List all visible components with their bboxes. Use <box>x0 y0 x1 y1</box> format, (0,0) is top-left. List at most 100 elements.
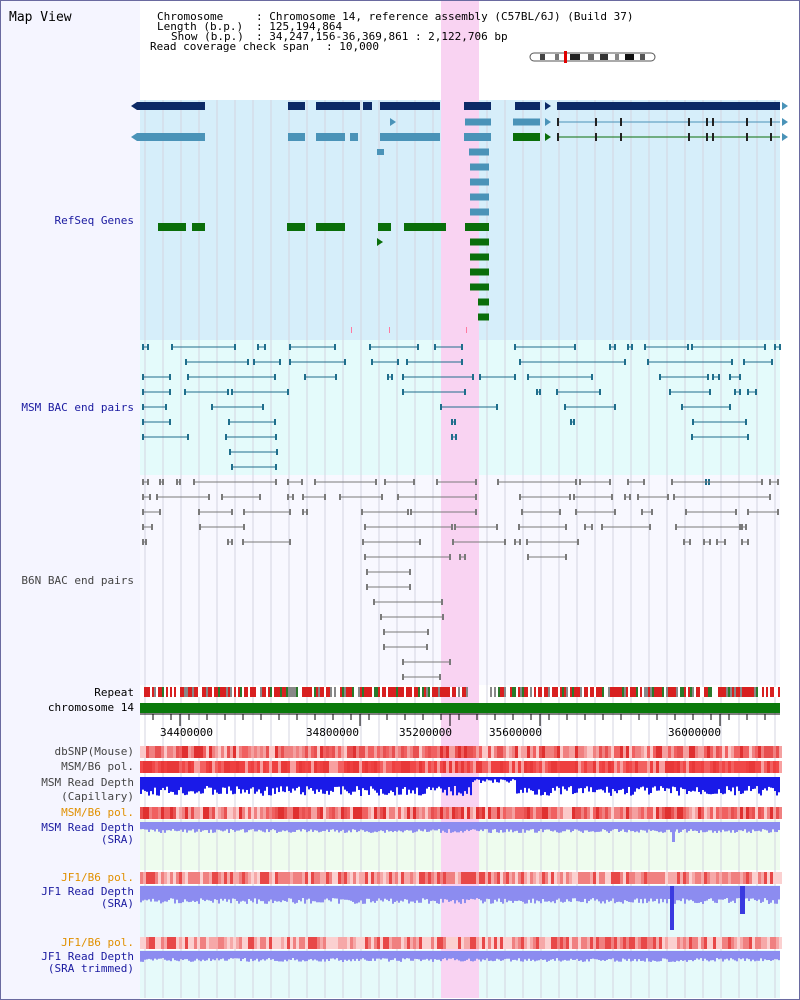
msm-depth-sra-bar <box>272 822 274 830</box>
dbsnp-cell <box>719 746 722 758</box>
msm-depth-cap-bar <box>560 777 562 795</box>
jf1-depth-trim-bar <box>346 951 348 961</box>
msm-bac-pair-end <box>274 419 276 425</box>
jf1-depth-sra-bar <box>398 886 400 903</box>
repeat-cell <box>502 687 504 697</box>
msm-bac-pair-end <box>574 344 576 350</box>
jf1-depth-trim-bar <box>628 951 630 959</box>
jf1-depth-trim-bar <box>326 951 328 960</box>
repeat-cell <box>742 687 744 697</box>
jf1-depth-sra-bar <box>234 886 236 899</box>
repeat-cell <box>678 687 680 697</box>
msm-depth-sra-bar <box>460 822 462 831</box>
msm-depth-sra-bar <box>214 822 216 833</box>
msm-depth-cap-bar <box>576 777 578 793</box>
msm-bac-pair-end <box>247 359 249 365</box>
msm-b6-pol-cell <box>173 761 176 773</box>
msm-b6-pol2-cell <box>491 807 494 819</box>
jf1-b6-pol2-cell <box>488 937 491 949</box>
msm-bac-pair-end <box>142 404 144 410</box>
ideogram-band <box>625 54 634 60</box>
repeat-cell <box>528 687 530 697</box>
jf1-b6-pol-cell <box>773 872 776 884</box>
jf1-b6-pol-cell <box>485 872 488 884</box>
ideogram-band <box>600 54 608 60</box>
msm-b6-pol2-cell <box>161 807 164 819</box>
jf1-depth-sra-bar <box>142 886 144 901</box>
msm-depth-cap-bar <box>526 777 528 793</box>
msm-b6-pol-cell <box>677 761 680 773</box>
jf1-depth-sra-bar <box>276 886 278 902</box>
repeat-cell <box>156 687 158 697</box>
msm-b6-pol-cell <box>425 761 428 773</box>
jf1-depth-trim-bar <box>408 951 410 959</box>
repeat-cell <box>752 687 754 697</box>
msm-depth-cap-bar <box>764 777 766 789</box>
msm-depth-cap-bar <box>238 777 240 790</box>
dbsnp-cell <box>359 746 362 758</box>
msm-depth-cap-bar <box>318 777 320 792</box>
jf1-b6-pol2-cell <box>257 937 260 949</box>
msm-depth-sra-bar <box>570 822 572 833</box>
msm-depth-cap-bar <box>628 777 630 787</box>
b6n-bac-pair-end <box>221 494 223 500</box>
refseq-gene <box>380 102 440 110</box>
msm-depth-sra-bar <box>684 822 686 830</box>
repeat-cell <box>420 687 422 697</box>
msm-depth-cap-bar <box>286 777 288 787</box>
msm-depth-cap-bar <box>660 777 662 787</box>
jf1-depth-sra-bar <box>646 886 648 903</box>
jf1-b6-pol2-cell <box>596 937 599 949</box>
jf1-b6-pol-cell <box>545 872 548 884</box>
dbsnp-cell <box>506 746 509 758</box>
msm-depth-sra-bar <box>754 822 756 832</box>
repeat-cell <box>320 687 322 697</box>
jf1-depth-trim-bar <box>260 951 262 961</box>
dbsnp-cell <box>653 746 656 758</box>
dbsnp-cell <box>323 746 326 758</box>
jf1-b6-pol-cell <box>740 872 743 884</box>
jf1-b6-pol-cell <box>620 872 623 884</box>
jf1-depth-sra-bar <box>524 886 526 904</box>
msm-depth-sra-bar <box>548 822 550 830</box>
msm-b6-pol-cell <box>299 761 302 773</box>
dbsnp-cell <box>725 746 728 758</box>
jf1-depth-trim-bar <box>768 951 770 961</box>
dbsnp-cell <box>683 746 686 758</box>
msm-depth-sra-bar <box>262 822 264 832</box>
msm-depth-sra-bar <box>550 822 552 831</box>
msm-bac-pair-end <box>275 434 277 440</box>
msm-bac-pair-end <box>609 344 611 350</box>
b6n-bac-pair-end <box>198 509 200 515</box>
msm-depth-cap-bar <box>192 777 194 792</box>
b6n-bac-pair-end <box>384 479 386 485</box>
msm-depth-cap-bar <box>708 777 710 795</box>
jf1-depth-trim-bar <box>492 951 494 962</box>
repeat-cell <box>462 687 464 697</box>
repeat-cell <box>310 687 312 697</box>
msm-depth-sra-bar <box>320 822 322 832</box>
jf1-depth-sra-bar <box>588 886 590 901</box>
b6n-bac-pair-end <box>627 479 629 485</box>
repeat-cell <box>658 687 660 697</box>
msm-b6-pol-cell <box>209 761 212 773</box>
msm-b6-pol2-cell <box>194 807 197 819</box>
msm-depth-cap-bar <box>580 777 582 789</box>
gene-arrow <box>782 102 788 110</box>
msm-depth-cap-bar <box>168 777 170 793</box>
refseq-gene <box>404 223 446 231</box>
msm-depth-cap-bar <box>404 777 406 788</box>
jf1-depth-trim-bar <box>748 951 750 960</box>
jf1-b6-pol2-cell <box>653 937 656 949</box>
jf1-depth-sra-bar <box>676 886 678 901</box>
msm-b6-pol-cell <box>416 761 419 773</box>
b6n-bac-pair-end <box>651 509 653 515</box>
dbsnp-cell <box>440 746 443 758</box>
exon-mark <box>620 133 622 141</box>
header-span-value: : 10,000 <box>326 40 379 53</box>
exon-mark <box>770 118 772 126</box>
jf1-depth-trim-bar <box>506 951 508 959</box>
msm-depth-sra-bar <box>382 822 384 832</box>
jf1-b6-pol2-cell <box>341 937 344 949</box>
msm-depth-sra-bar <box>532 822 534 830</box>
